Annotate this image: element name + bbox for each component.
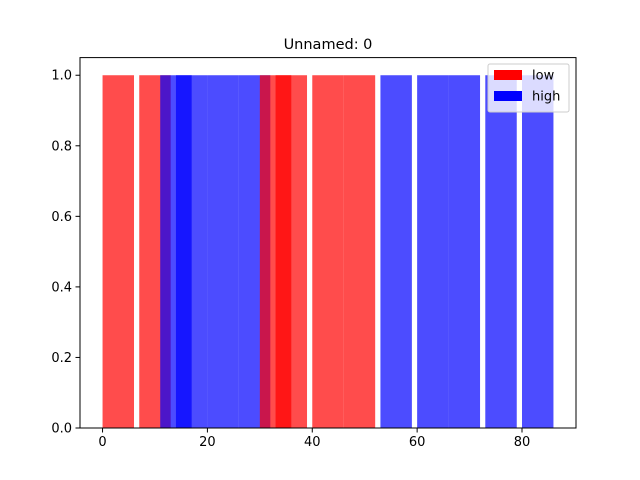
x-tick-label: 60 [409, 435, 426, 450]
y-tick-label: 1.0 [51, 69, 72, 84]
axes-frame [79, 57, 577, 429]
legend-label-high: high [532, 90, 560, 105]
bar-low-5 [343, 75, 376, 428]
legend-swatch-high [494, 91, 522, 101]
legend-swatch-low [494, 70, 522, 80]
y-tick-label: 0.0 [51, 422, 72, 437]
x-axis: 0 20 40 60 80 [98, 428, 530, 450]
bar-high-1 [175, 75, 208, 428]
chart-title: Unnamed: 0 [284, 37, 373, 53]
x-tick-label: 0 [98, 435, 106, 450]
x-tick-label: 80 [514, 435, 531, 450]
bar-low-3 [275, 75, 308, 428]
y-tick-label: 0.2 [51, 351, 72, 366]
legend: low high [487, 63, 570, 113]
bar-high-5 [417, 75, 449, 428]
y-tick-label: 0.6 [51, 210, 72, 225]
y-tick-label: 0.4 [51, 280, 72, 295]
y-tick-label: 0.8 [51, 139, 72, 154]
bar-group [102, 75, 554, 428]
y-axis: 0.0 0.2 0.4 0.6 0.8 1.0 [51, 69, 80, 437]
bar-low-0 [102, 75, 135, 428]
bar-high-4 [380, 75, 412, 428]
bar-high-7 [485, 75, 517, 428]
bar-low-4 [312, 75, 344, 428]
x-tick-label: 20 [199, 435, 216, 450]
legend-label-low: low [532, 69, 555, 84]
bar-high-8 [521, 75, 554, 428]
bar-high-6 [448, 75, 481, 428]
bar-high-2 [207, 75, 239, 428]
x-tick-label: 40 [304, 435, 321, 450]
